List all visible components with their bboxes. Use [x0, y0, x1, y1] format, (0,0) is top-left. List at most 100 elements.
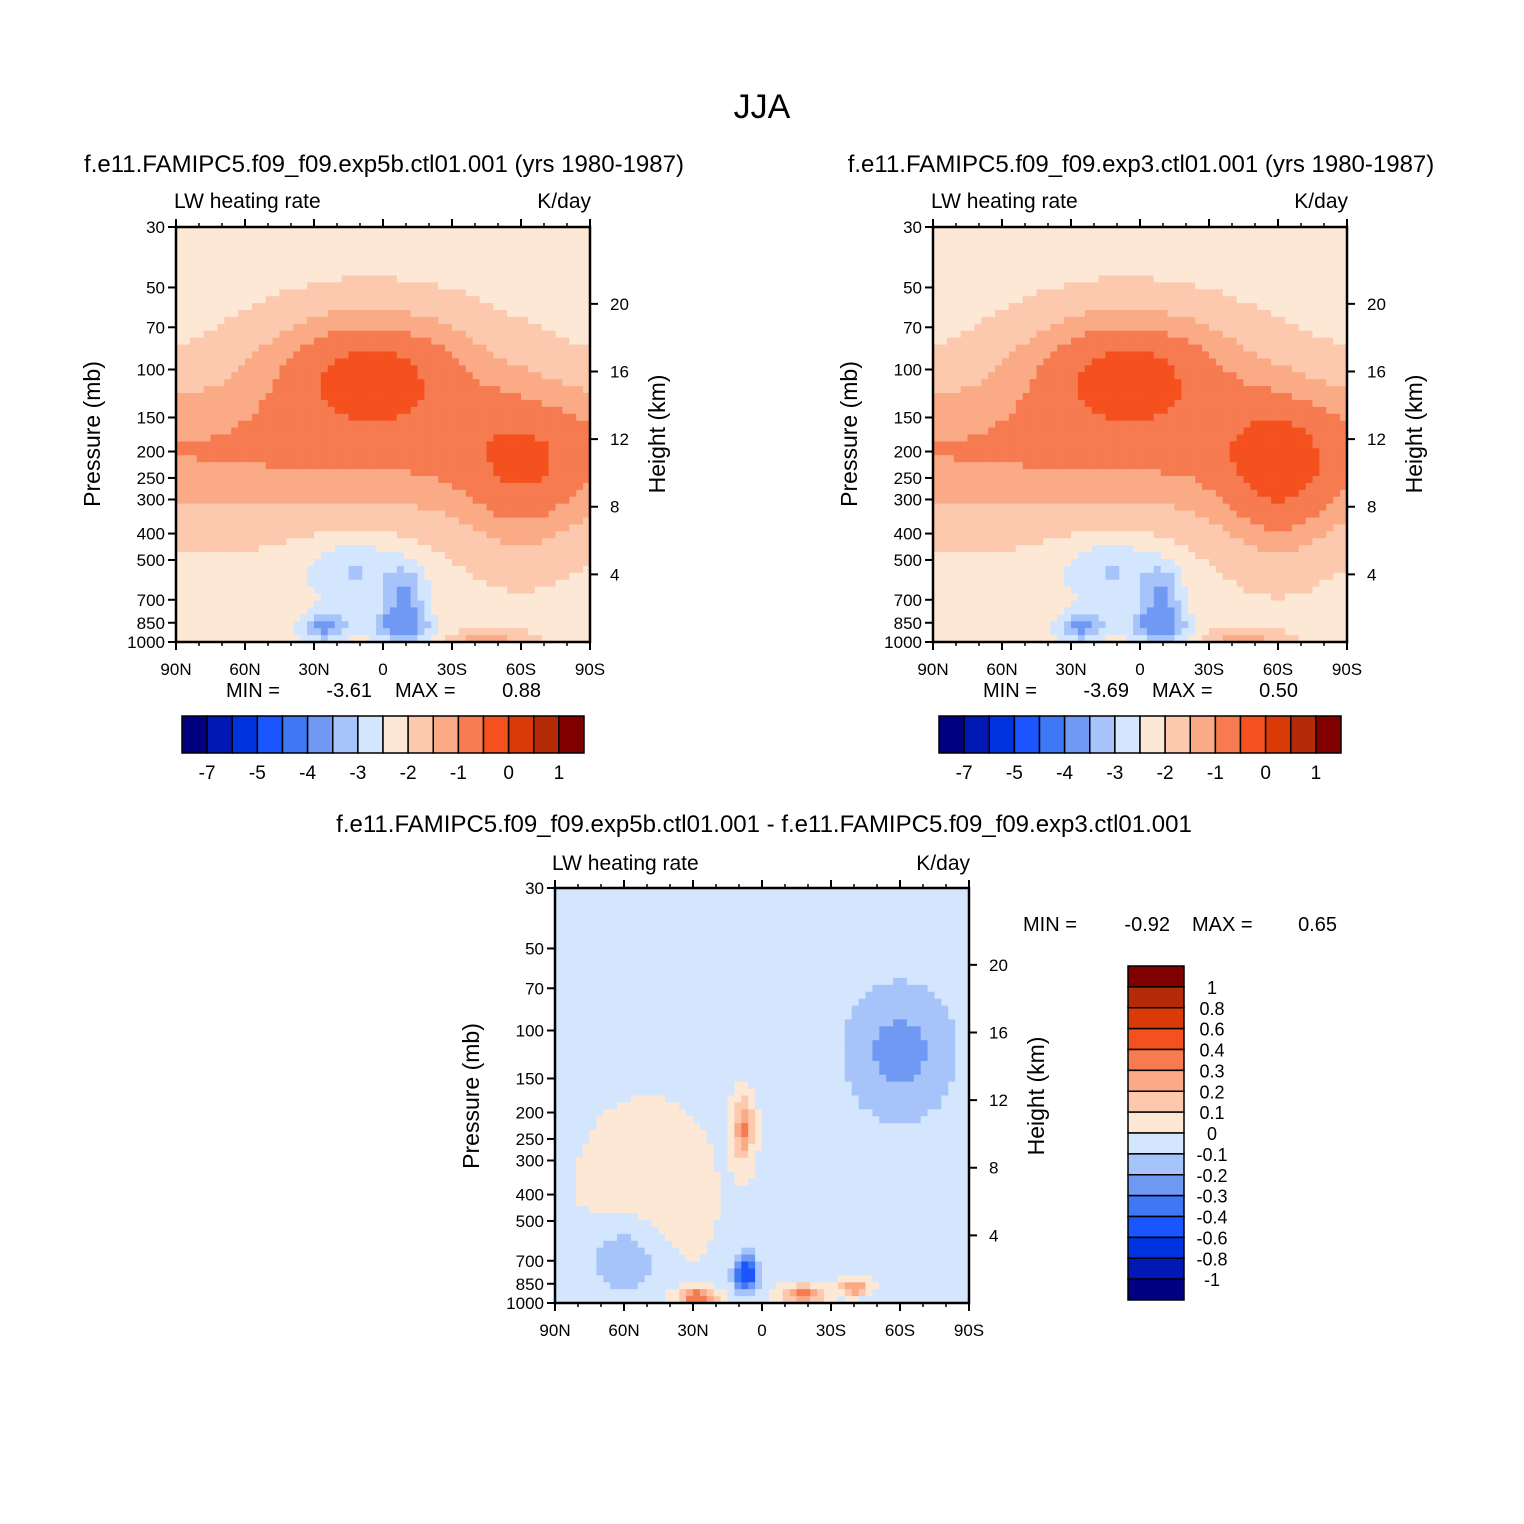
field-cell [224, 365, 232, 373]
field-cell [355, 593, 363, 602]
field-cell [341, 572, 350, 581]
field-cell [410, 476, 419, 484]
field-cell [555, 482, 563, 491]
field-cell [279, 365, 287, 373]
field-cell [995, 503, 1003, 512]
field-cell [231, 351, 239, 360]
field-cell [472, 393, 481, 401]
field-cell [403, 406, 412, 415]
field-cell [479, 289, 488, 297]
field-cell [417, 586, 425, 595]
field-cell [383, 503, 391, 512]
field-cell [417, 247, 425, 256]
field-cell [981, 538, 989, 546]
field-cell [562, 635, 570, 643]
field-cell [939, 275, 948, 283]
field-cell [196, 282, 205, 290]
field-cell [424, 607, 432, 615]
field-cell [238, 427, 246, 436]
field-cell [507, 510, 515, 519]
colorbar-swatch [256, 715, 284, 754]
field-cell [224, 406, 232, 415]
field-cell [424, 586, 432, 595]
field-cell [988, 621, 996, 629]
field-cell [258, 406, 267, 415]
field-cell [493, 607, 501, 615]
field-cell [334, 337, 343, 346]
field-cell [307, 469, 315, 477]
field-cell [327, 393, 336, 401]
field-cell [182, 240, 191, 249]
field-cell [583, 545, 591, 553]
field-cell [939, 593, 948, 602]
field-cell [383, 545, 391, 553]
field-cell [1022, 545, 1031, 553]
field-cell [182, 365, 191, 373]
field-cell [974, 261, 982, 270]
field-cell [939, 365, 948, 373]
field-cell [493, 628, 501, 636]
field-cell [314, 635, 322, 643]
field-cell [182, 330, 191, 339]
field-cell [967, 420, 975, 429]
field-cell [953, 399, 962, 408]
field-cell [176, 586, 184, 595]
field-cell [196, 413, 205, 422]
field-cell [500, 393, 508, 401]
field-cell [583, 358, 591, 366]
field-cell [541, 247, 550, 256]
field-cell [995, 399, 1003, 408]
field-cell [500, 476, 508, 484]
field-cell [245, 427, 253, 436]
field-cell [1036, 330, 1044, 339]
field-cell [1043, 462, 1051, 470]
field-cell [396, 282, 405, 290]
field-cell [500, 565, 508, 574]
field-cell [182, 441, 191, 449]
field-cell [279, 413, 287, 422]
field-cell [486, 614, 494, 622]
field-cell [1036, 247, 1044, 256]
field-cell [500, 455, 508, 463]
field-cell [245, 462, 253, 470]
field-cell [452, 524, 460, 532]
field-cell [272, 261, 281, 270]
field-cell [320, 254, 329, 263]
field-cell [534, 614, 543, 622]
field-cell [1015, 420, 1024, 429]
field-cell [569, 538, 577, 546]
field-cell [217, 441, 225, 449]
field-cell [362, 489, 370, 498]
field-cell [1002, 586, 1010, 595]
field-cell [272, 379, 281, 387]
field-cell [245, 572, 253, 581]
field-cell [355, 635, 363, 643]
field-cell [1057, 247, 1065, 256]
field-cell [279, 393, 287, 401]
field-cell [334, 427, 343, 436]
field-cell [1008, 565, 1017, 574]
field-cell [369, 586, 377, 595]
field-cell [1064, 247, 1072, 256]
field-cell [341, 579, 350, 588]
field-cell [465, 579, 474, 588]
field-cell [1036, 545, 1044, 553]
field-cell [555, 448, 563, 456]
field-cell [1008, 434, 1017, 443]
y-tick-label: 500 [137, 551, 165, 570]
field-cell [445, 254, 453, 263]
field-cell [224, 227, 232, 235]
field-cell [583, 303, 591, 311]
field-cell [293, 538, 301, 546]
field-cell [953, 413, 962, 422]
field-cell [500, 586, 508, 595]
field-cell [981, 593, 989, 602]
field-cell [988, 455, 996, 463]
field-cell [245, 227, 253, 235]
field-cell [369, 607, 377, 615]
field-cell [953, 316, 962, 325]
field-cell [946, 434, 955, 443]
field-cell [210, 379, 218, 387]
field-cell [988, 482, 996, 491]
field-cell [314, 289, 322, 297]
